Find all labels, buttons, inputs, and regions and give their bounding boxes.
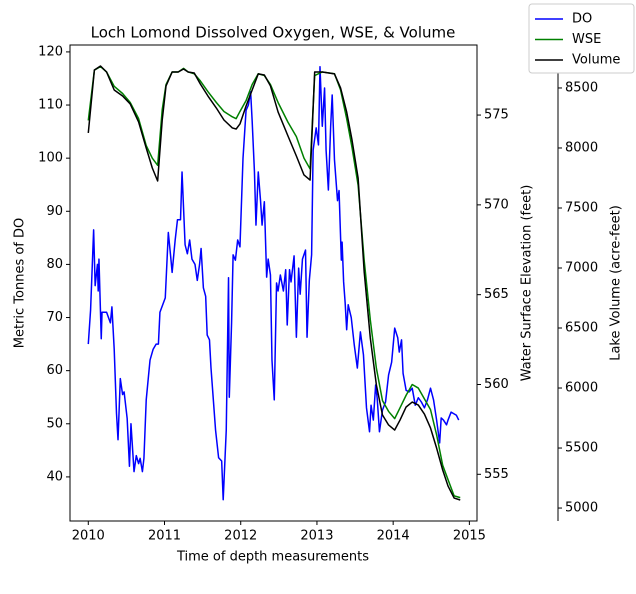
x-tick-label: 2010 <box>72 529 105 544</box>
y-tick-label: 90 <box>46 204 63 219</box>
y2-tick-label: 570 <box>484 197 509 212</box>
legend-box <box>528 3 635 74</box>
y-tick-label: 100 <box>38 151 63 166</box>
y-tick-label: 120 <box>38 44 63 59</box>
legend-label: Volume <box>572 53 620 68</box>
y3-tick-label: 8500 <box>565 80 598 95</box>
legend-label: DO <box>572 12 592 27</box>
y2-tick-label: 560 <box>484 377 509 392</box>
y3-tick-label: 5500 <box>565 441 598 456</box>
y2-axis-label: Water Surface Elevation (feet) <box>520 185 535 382</box>
y3-tick-label: 7500 <box>565 200 598 215</box>
y-tick-label: 40 <box>46 469 63 484</box>
y2-tick-label: 565 <box>484 287 509 302</box>
y3-tick-label: 6000 <box>565 381 598 396</box>
x-tick-label: 2012 <box>224 529 257 544</box>
y2-tick-label: 555 <box>484 467 509 482</box>
x-tick-label: 2014 <box>377 529 410 544</box>
y3-tick-label: 5000 <box>565 501 598 516</box>
y-axis-label: Metric Tonnes of DO <box>13 218 28 349</box>
y-tick-label: 80 <box>46 257 63 272</box>
plot-frame <box>69 44 478 522</box>
y-tick-label: 60 <box>46 363 63 378</box>
y3-axis-label: Lake Volume (acre-feet) <box>609 205 624 361</box>
x-tick-label: 2015 <box>453 529 486 544</box>
y3-tick-label: 6500 <box>565 321 598 336</box>
x-axis-label: Time of depth measurements <box>176 550 369 565</box>
legend-label: WSE <box>572 32 601 47</box>
y2-tick-label: 575 <box>484 108 509 123</box>
series-line <box>87 65 461 501</box>
y3-tick-label: 7000 <box>565 260 598 275</box>
y-tick-label: 50 <box>46 416 63 431</box>
y-tick-label: 110 <box>38 98 63 113</box>
chart-title: Loch Lomond Dissolved Oxygen, WSE, & Vol… <box>91 24 456 42</box>
x-tick-label: 2013 <box>300 529 333 544</box>
x-tick-label: 2011 <box>148 529 181 544</box>
y3-tick-label: 8000 <box>565 140 598 155</box>
y-tick-label: 70 <box>46 310 63 325</box>
